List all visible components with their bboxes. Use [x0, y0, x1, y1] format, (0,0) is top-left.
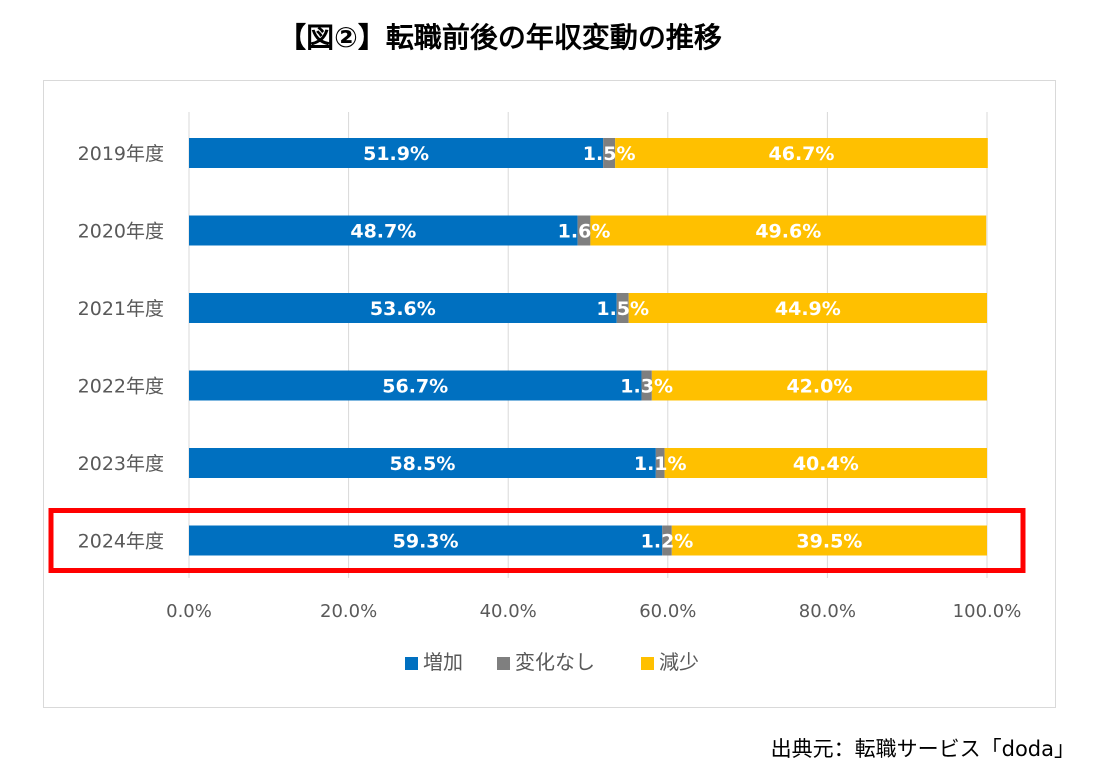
bar-segment-increase [189, 525, 663, 556]
legend-decrease-swatch [641, 657, 654, 670]
bar-segment-increase [189, 293, 617, 323]
legend-no-change-swatch [497, 657, 510, 670]
data-label: 1.5% [583, 143, 636, 165]
data-label: 48.7% [350, 221, 416, 243]
data-label: 1.6% [558, 221, 611, 243]
bar-segment-increase [189, 448, 656, 478]
bar-segment-decrease [671, 525, 987, 556]
data-label: 53.6% [370, 298, 436, 320]
highlight-box [48, 508, 1026, 573]
data-label: 46.7% [769, 143, 835, 165]
bar-segment-no-change [641, 370, 652, 401]
bar-segment-no-change [655, 448, 665, 478]
x-tick-label: 20.0% [320, 601, 377, 622]
data-label: 40.4% [793, 453, 859, 475]
bar-segment-no-change [662, 525, 672, 556]
y-tick-label: 2022年度 [78, 376, 164, 398]
x-tick-label: 100.0% [953, 601, 1022, 622]
data-label: 42.0% [786, 376, 852, 398]
legend-increase-swatch [405, 657, 418, 670]
data-label: 44.9% [775, 298, 841, 320]
legend-no-change-label: 変化なし [515, 650, 595, 674]
x-tick-label: 0.0% [166, 601, 212, 622]
y-tick-label: 2020年度 [78, 221, 164, 243]
bar-segment-decrease [590, 215, 987, 246]
source-note: 出典元：転職サービス「doda」 [770, 737, 1075, 761]
bar-segment-decrease [628, 293, 987, 323]
data-label: 1.5% [596, 298, 649, 320]
x-tick-label: 40.0% [480, 601, 537, 622]
y-tick-label: 2023年度 [78, 453, 164, 475]
data-label: 58.5% [389, 453, 455, 475]
data-label: 39.5% [796, 531, 862, 553]
data-label: 49.6% [755, 221, 821, 243]
chart-frame [43, 80, 1056, 708]
data-label: 1.1% [634, 453, 687, 475]
bar-segment-decrease [651, 370, 987, 401]
data-label: 1.3% [620, 376, 673, 398]
data-label: 1.2% [641, 531, 694, 553]
bar-segment-increase [189, 138, 604, 168]
legend-increase-label: 増加 [423, 650, 463, 674]
y-tick-label: 2024年度 [78, 531, 164, 553]
data-label: 56.7% [382, 376, 448, 398]
bar-segment-no-change [616, 293, 629, 323]
bar-segment-increase [189, 370, 642, 401]
x-tick-label: 80.0% [799, 601, 856, 622]
y-tick-label: 2019年度 [78, 143, 164, 165]
bar-segment-no-change [603, 138, 616, 168]
data-label: 59.3% [393, 531, 459, 553]
bar-segment-increase [189, 215, 578, 246]
bar-segment-no-change [577, 215, 591, 246]
x-tick-label: 60.0% [639, 601, 696, 622]
chart-title: 【図②】転職前後の年収変動の推移 [278, 21, 722, 54]
bar-segment-decrease [664, 448, 987, 478]
legend-decrease-label: 減少 [659, 650, 699, 674]
y-tick-label: 2021年度 [78, 298, 164, 320]
data-label: 51.9% [363, 143, 429, 165]
bar-segment-decrease [615, 138, 988, 168]
